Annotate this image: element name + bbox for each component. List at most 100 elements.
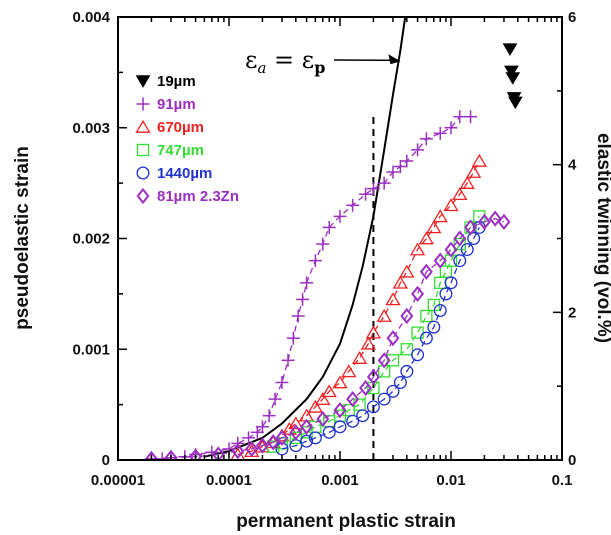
x-axis-title: permanent plastic strain — [236, 511, 456, 532]
data-point — [365, 325, 382, 339]
data-point — [453, 230, 467, 247]
legend-label: 19µm — [157, 73, 196, 90]
data-point — [359, 379, 373, 397]
series-layer — [144, 43, 523, 460]
annot-epsilon: ε — [245, 46, 257, 74]
data-point — [444, 121, 458, 135]
data-point — [333, 402, 347, 419]
data-point — [322, 220, 336, 234]
data-point — [420, 309, 433, 323]
data-point — [376, 308, 392, 322]
data-point — [385, 292, 401, 306]
data-point — [289, 424, 303, 441]
data-point — [400, 364, 414, 378]
annotation-arrow-head — [388, 54, 401, 65]
y-tick-label: 0 — [102, 452, 110, 469]
data-point — [275, 429, 289, 446]
data-point — [288, 416, 304, 430]
data-point — [322, 425, 336, 439]
data-point — [418, 231, 435, 245]
data-point — [502, 43, 518, 56]
data-point — [464, 110, 478, 124]
y-tick-label: 0.001 — [72, 341, 110, 358]
series-5 — [144, 210, 511, 460]
data-point — [300, 276, 314, 290]
x-tick-label: 0.001 — [321, 472, 359, 489]
data-point — [432, 209, 448, 223]
data-point — [504, 65, 519, 79]
data-point — [366, 182, 380, 196]
data-point — [477, 213, 491, 230]
series-4 — [275, 220, 486, 456]
data-point — [262, 409, 276, 423]
data-point — [459, 175, 475, 189]
data-point — [242, 431, 256, 445]
data-point — [300, 434, 314, 448]
data-point — [386, 330, 400, 347]
data-point — [351, 350, 368, 364]
data-point — [411, 285, 425, 302]
data-point — [452, 187, 468, 201]
data-point — [393, 160, 407, 174]
data-point — [471, 153, 487, 167]
data-point — [386, 384, 400, 398]
data-point — [444, 276, 458, 290]
data-point — [444, 241, 458, 258]
annot-sub-a: a — [257, 59, 266, 77]
y2-tick-label: 6 — [568, 9, 576, 26]
data-point — [433, 126, 447, 140]
x-tick-label: 0.1 — [552, 472, 573, 489]
data-point — [411, 143, 425, 157]
data-point — [399, 264, 415, 278]
data-point — [439, 265, 453, 278]
data-point — [308, 254, 322, 268]
data-point — [433, 303, 447, 317]
data-point — [366, 400, 380, 414]
data-point — [497, 213, 511, 230]
series-line — [151, 217, 505, 460]
data-point — [332, 375, 348, 389]
data-point — [291, 309, 305, 323]
data-point — [411, 348, 425, 362]
y2-axis-title: elastic twinning (vol.%) — [593, 133, 611, 343]
theory-curve — [204, 17, 407, 458]
data-point — [346, 390, 360, 408]
data-point — [409, 242, 426, 256]
data-point — [393, 375, 407, 389]
data-point — [400, 307, 414, 325]
y2-tick-label: 0 — [568, 452, 576, 469]
y-tick-label: 0.002 — [72, 231, 110, 248]
series-line — [237, 160, 480, 456]
y-tick-label: 0.003 — [72, 120, 110, 137]
series-line — [281, 227, 480, 450]
y-tick-label: 0.004 — [72, 9, 110, 26]
data-point — [464, 219, 478, 236]
data-point — [211, 446, 225, 460]
data-point — [359, 187, 373, 201]
data-point — [255, 420, 269, 434]
data-point — [307, 399, 324, 413]
data-point — [400, 343, 414, 356]
data-point — [144, 450, 158, 460]
y2-tick-label: 4 — [568, 157, 577, 174]
y-axis-title: pseudoelastic strain — [12, 146, 33, 330]
data-point — [316, 410, 330, 428]
data-point — [377, 176, 391, 190]
data-point — [315, 391, 331, 405]
data-point — [346, 198, 360, 212]
data-point — [321, 384, 337, 398]
data-point — [427, 320, 441, 334]
annot-sub-p: p — [314, 58, 325, 77]
data-point — [360, 336, 376, 350]
data-point — [341, 364, 357, 378]
data-point — [467, 231, 481, 245]
data-point — [281, 353, 295, 367]
axes-layer: 0.00001 0.0001 0.001 0.01 0.1 0 0.001 0.002 0.00… — [72, 9, 577, 489]
data-point — [386, 354, 400, 367]
data-point — [333, 209, 347, 223]
data-point — [308, 431, 322, 445]
data-point — [426, 220, 442, 234]
series-2 — [230, 153, 487, 460]
data-point — [300, 418, 314, 435]
